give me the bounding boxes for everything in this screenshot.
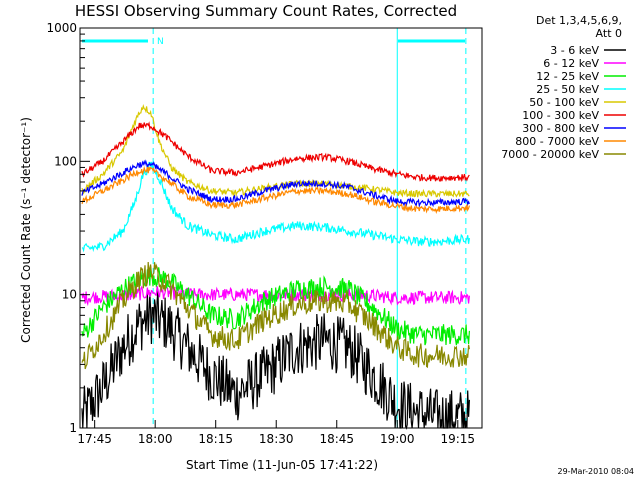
y-tick-label-2: 10: [62, 288, 77, 302]
legend-label-9: 7000 - 20000 keV: [501, 148, 599, 161]
x-tick-label-2: 18:00: [138, 432, 173, 446]
series-line-1: [81, 289, 470, 430]
x-tick-label-3: 18:15: [198, 432, 233, 446]
x-tick-label-7: 19:15: [440, 432, 475, 446]
y-tick-label-3: 100: [54, 154, 77, 168]
legend-label-8: 800 - 7000 keV: [515, 135, 599, 148]
axes: 17:45 18:00 18:15 18:30 18:45 19:00 19:15 1 10 10…: [46, 21, 475, 446]
legend-label-4: 25 - 50 keV: [536, 83, 599, 96]
print-timestamp: 29-Mar-2010 08:04: [558, 467, 635, 476]
detector-note-line-2: Att 0: [596, 27, 622, 40]
series-line-4: [81, 161, 470, 253]
plot-frame: [79, 27, 483, 429]
y-tick-label-4: 1000: [46, 21, 77, 35]
x-tick-label-6: 19:00: [380, 432, 415, 446]
flag-label: N: [157, 37, 164, 47]
legend-label-2: 6 - 12 keV: [543, 57, 599, 70]
chart-title: HESSI Observing Summary Count Rates, Cor…: [75, 2, 457, 20]
series-line-8: [81, 165, 470, 215]
legend-label-3: 12 - 25 keV: [536, 70, 599, 83]
y-tick-label-1: 1: [69, 421, 77, 435]
detector-note-line-1: Det 1,3,4,5,6,9,: [536, 14, 622, 27]
series-line-9: [81, 261, 470, 370]
x-tick-label-4: 18:30: [259, 432, 294, 446]
x-tick-label-1: 17:45: [77, 432, 112, 446]
series-line-7: [81, 159, 470, 209]
series-line-6: [81, 121, 470, 183]
series-line-3: [81, 266, 470, 346]
x-axis-label: Start Time (11-Jun-05 17:41:22): [186, 458, 378, 472]
legend-label-5: 50 - 100 keV: [529, 96, 599, 109]
y-axis-label: Corrected Count Rate (s⁻¹ detector⁻¹): [19, 117, 33, 343]
legend-label-6: 100 - 300 keV: [522, 109, 599, 122]
plot-area: N: [79, 28, 470, 430]
legend-label-7: 300 - 800 keV: [522, 122, 599, 135]
legend-label-1: 3 - 6 keV: [550, 44, 599, 57]
series-line-5: [81, 104, 470, 198]
x-tick-label-5: 18:45: [319, 432, 354, 446]
